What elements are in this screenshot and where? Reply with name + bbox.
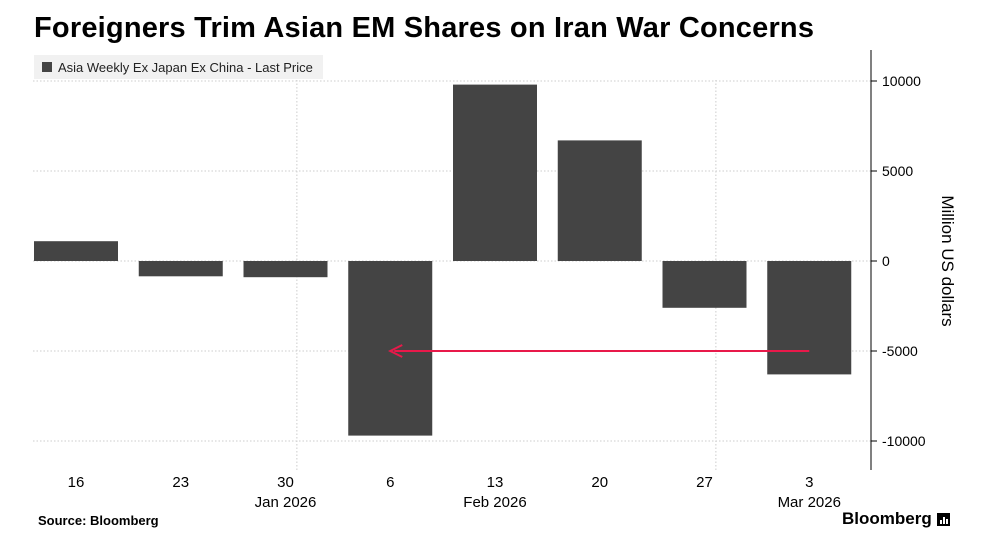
legend-swatch [42, 62, 52, 72]
chart-title: Foreigners Trim Asian EM Shares on Iran … [34, 12, 815, 44]
x-tick-label: 3 [805, 474, 813, 491]
y-tick-label: 10000 [882, 73, 921, 89]
x-tick-label: 27 [696, 474, 713, 491]
x-month-label: Mar 2026 [778, 494, 841, 511]
legend: Asia Weekly Ex Japan Ex China - Last Pri… [34, 55, 323, 79]
source-note: Source: Bloomberg [38, 513, 159, 528]
x-tick-label: 6 [386, 474, 394, 491]
bar-20 [557, 140, 642, 261]
y-tick-label: -10000 [882, 433, 926, 449]
y-axis-title: Million US dollars [938, 195, 957, 326]
bar-13 [453, 84, 537, 261]
y-tick-label: 0 [882, 253, 890, 269]
legend-label: Asia Weekly Ex Japan Ex China - Last Pri… [58, 59, 313, 75]
bloomberg-terminal-icon [936, 512, 950, 526]
annotation-arrowhead [388, 344, 403, 358]
x-tick-label: 20 [591, 474, 608, 491]
x-month-label: Jan 2026 [255, 494, 317, 511]
y-tick-label: -5000 [882, 343, 918, 359]
bar-16 [34, 241, 118, 261]
bar-3 [767, 261, 852, 375]
bar-30 [243, 261, 328, 278]
brand-logo: Bloomberg [842, 509, 950, 529]
y-tick-label: 5000 [882, 163, 913, 179]
x-month-label: Feb 2026 [463, 494, 526, 511]
x-tick-label: 23 [172, 474, 189, 491]
bar-27 [662, 261, 747, 308]
bar-6 [348, 261, 433, 436]
bar-23 [138, 261, 223, 277]
x-tick-label: 30 [277, 474, 294, 491]
brand-name: Bloomberg [842, 509, 932, 528]
x-tick-label: 16 [68, 474, 85, 491]
x-tick-label: 13 [487, 474, 504, 491]
